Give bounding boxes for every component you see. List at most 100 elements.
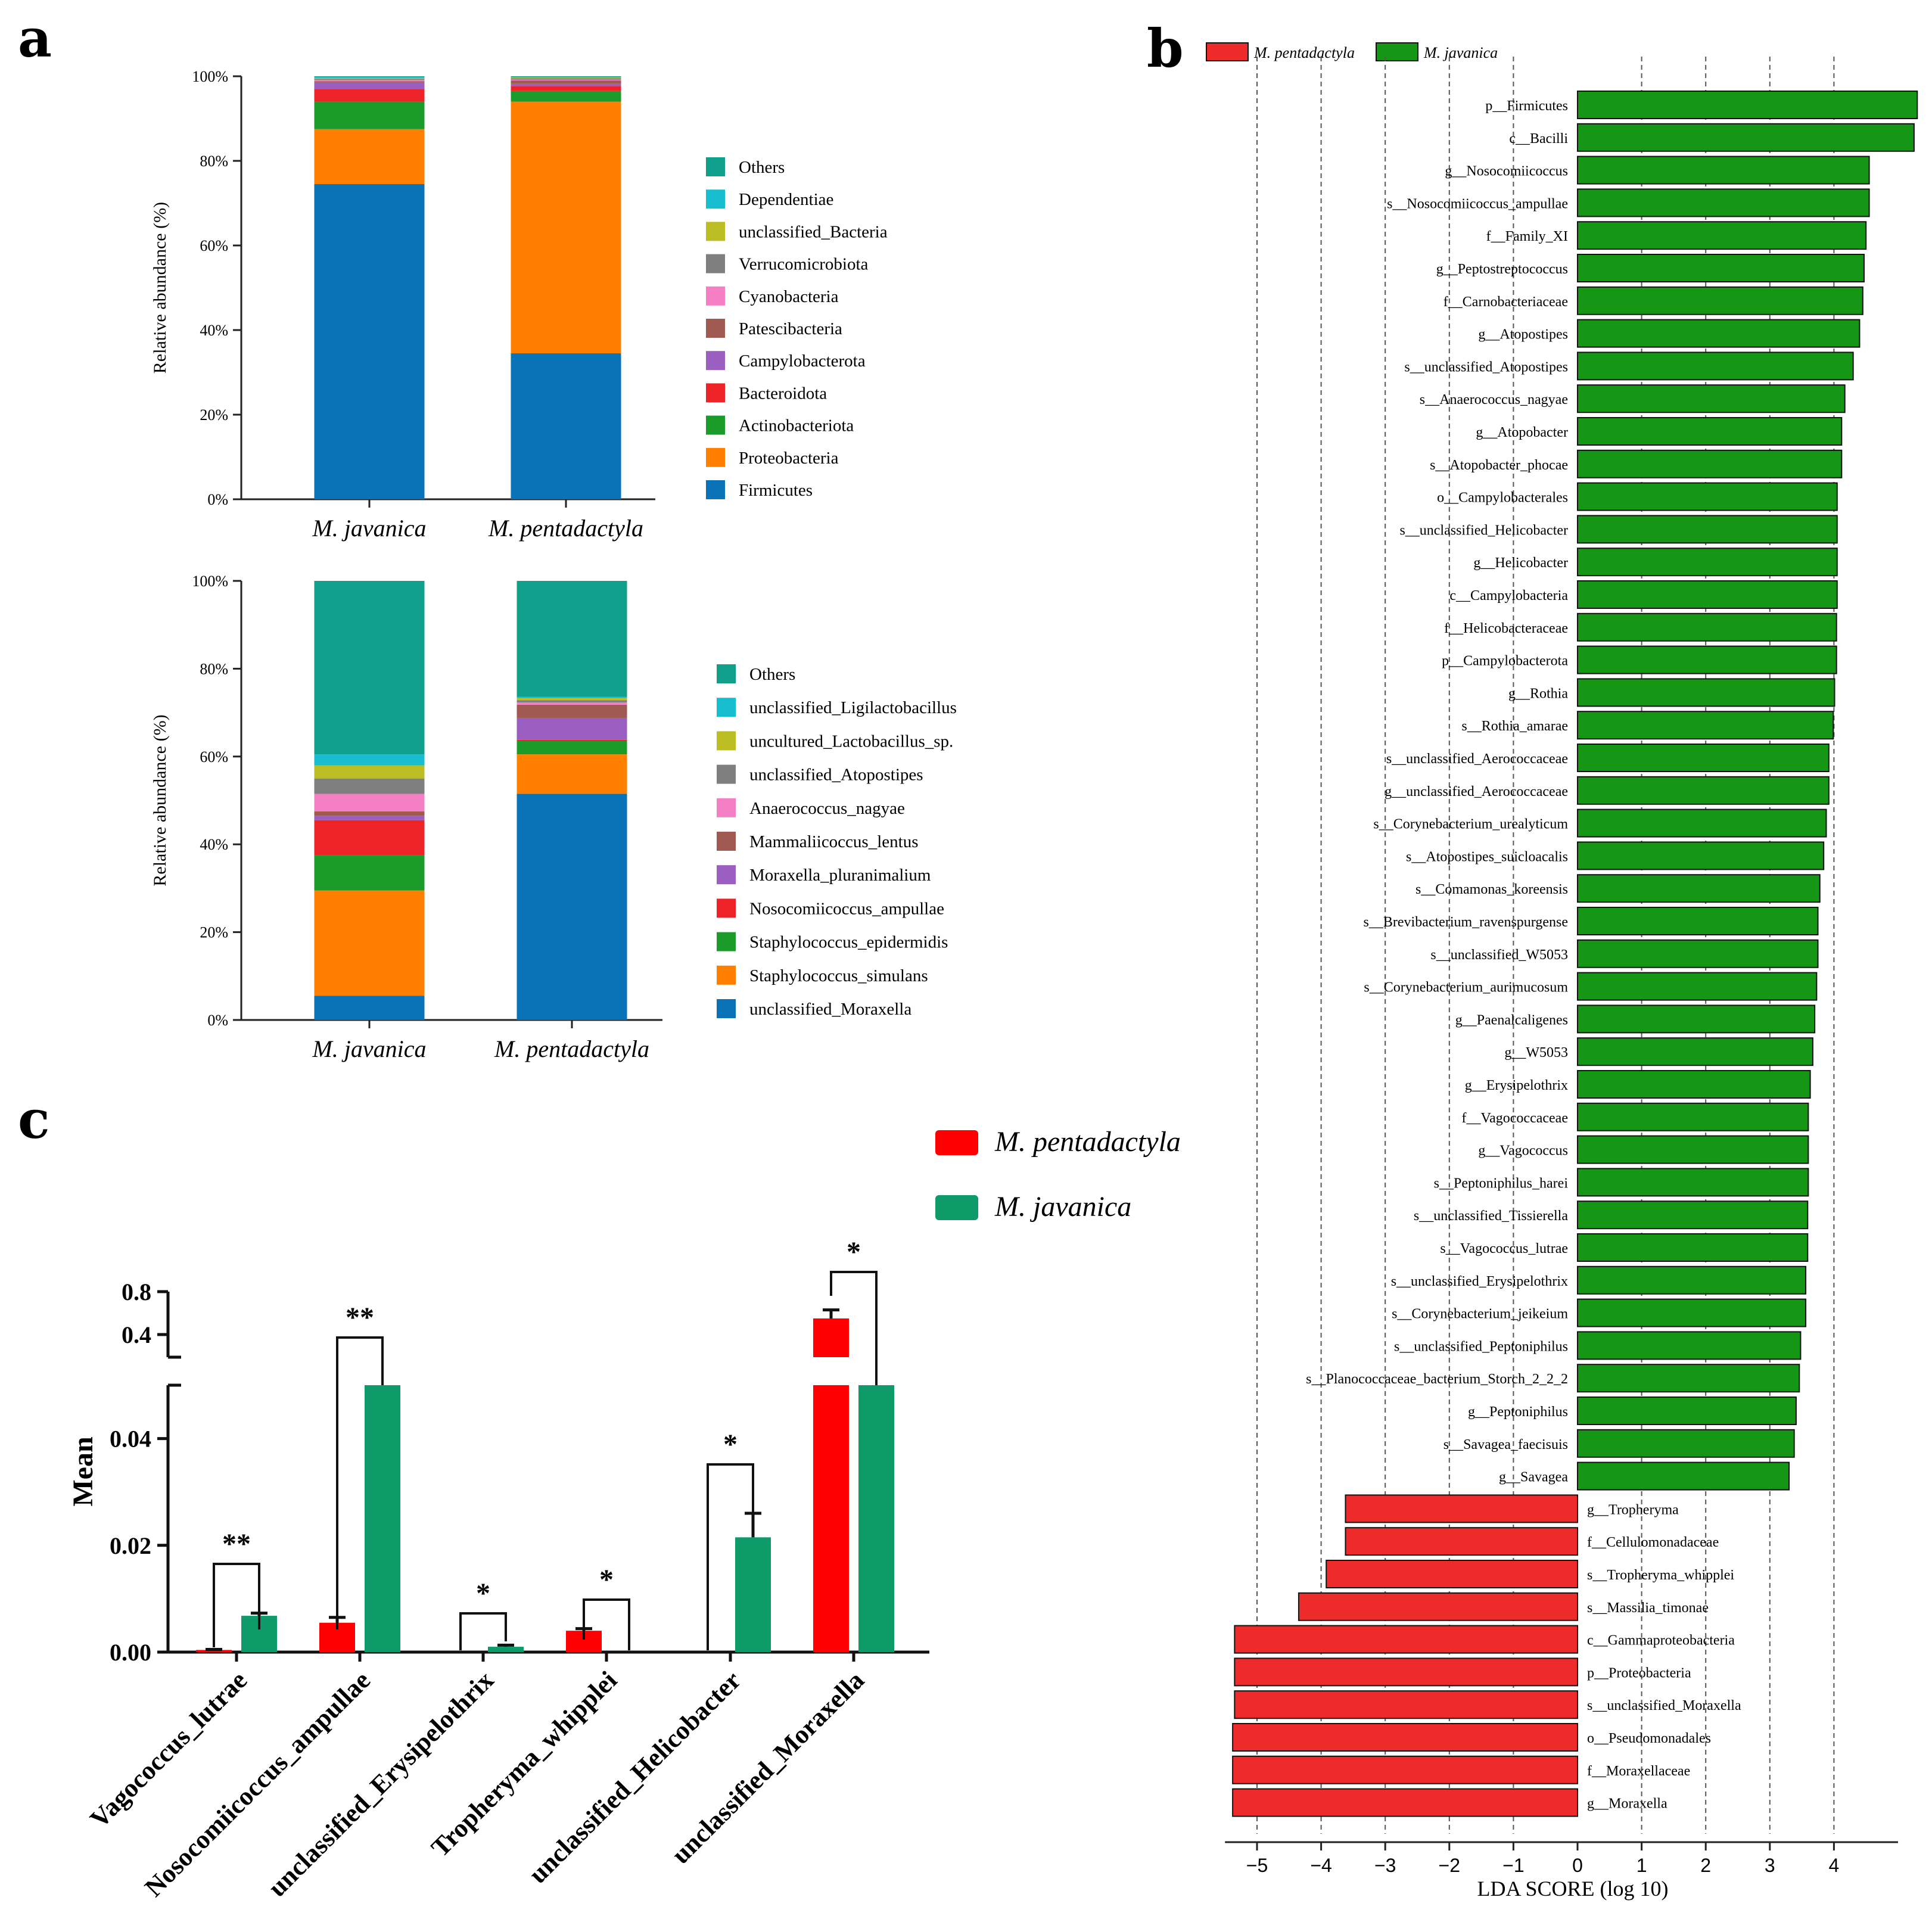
lda-bar-label: s__Rothia_amarae <box>1461 719 1568 734</box>
lda-bar <box>1577 645 1837 674</box>
y-tick-label: 0.8 <box>122 1279 151 1305</box>
lda-bar-label: p__Proteobacteria <box>1587 1665 1691 1681</box>
bar-segment-campylobacterota <box>511 83 621 86</box>
lda-bar <box>1577 1397 1797 1425</box>
y-tick-label: 0.4 <box>122 1321 151 1348</box>
bar-segment-proteobacteria <box>511 101 621 354</box>
bar-segment-unclassified-bacteria <box>511 77 621 79</box>
significance-bracket <box>830 1271 878 1385</box>
legend-label: Staphylococcus_simulans <box>749 966 928 985</box>
significance-marker: * <box>599 1564 614 1595</box>
legend-swatch <box>706 415 725 435</box>
lda-bar-label: s__Corynebacterium_urealyticum <box>1373 817 1568 832</box>
bar-segment-others <box>511 76 621 77</box>
x-tick-label: M. pentadactyla <box>494 1035 649 1062</box>
lda-bar <box>1232 1788 1579 1817</box>
lda-bar <box>1577 1200 1809 1230</box>
lda-bar-label: g__W5053 <box>1504 1045 1568 1060</box>
y-tick-label: 40% <box>200 322 228 339</box>
lda-bar <box>1577 1168 1809 1197</box>
legend-label: Others <box>739 158 785 177</box>
lda-bar-label: o__Pseudomonadales <box>1587 1731 1711 1746</box>
lda-bar <box>1577 1429 1795 1458</box>
bar-segment-cyanobacteria <box>314 80 425 82</box>
bar-javanica <box>735 1537 771 1652</box>
lda-bar-label: s__unclassified_Peptoniphilus <box>1394 1339 1568 1354</box>
bar-segment-bacteroidota <box>511 86 621 91</box>
y-tick-label: 80% <box>200 153 228 170</box>
lda-bar-label: g__unclassified_Aerococcaceae <box>1385 784 1568 800</box>
lda-bar-label: g__Atopobacter <box>1476 425 1568 440</box>
stacked-bar-chart-phylum: 0% 20% 40% 60% 80% 100% Relative abundance (%)… <box>150 68 888 542</box>
significance-bracket <box>336 1336 384 1629</box>
lda-bar <box>1577 1070 1811 1099</box>
lda-bar <box>1577 907 1819 935</box>
lda-bar <box>1577 1135 1809 1164</box>
bar-segment-verrucomicrobiota <box>511 78 621 80</box>
bar-segment-verrucomicrobiota <box>314 79 425 80</box>
lda-bar-label: s__Atopobacter_phocae <box>1430 458 1568 473</box>
significance-marker: * <box>847 1236 861 1268</box>
y-tick-label: 20% <box>200 924 228 941</box>
legend-label-pentadactyla: M. pentadactyla <box>1253 44 1355 61</box>
lda-bar <box>1577 286 1863 315</box>
panel-label-b: b <box>1147 17 1184 79</box>
bar-segment-others <box>314 76 425 77</box>
bar-segment-mammaliicoccus-lentus <box>517 704 627 718</box>
lda-bar <box>1577 449 1843 478</box>
x-tick-label: M. pentadactyla <box>488 515 643 542</box>
bar-segment-uncultured-lactobacillus-sp- <box>517 698 627 701</box>
legend-swatch-javanica <box>1376 42 1418 61</box>
lda-bar <box>1577 841 1825 870</box>
lda-bar <box>1232 1723 1579 1752</box>
lda-score-chart: M. pentadactyla M. javanica p__Firmicutesc… <box>1206 42 1918 1901</box>
bar-segment-bacteroidota <box>314 89 425 102</box>
legend-label: unclassified_Bacteria <box>739 222 888 241</box>
lda-bar-label: g__Vagococcus <box>1478 1143 1568 1159</box>
legend-swatch <box>706 286 725 306</box>
lda-bar-label: c__Gammaproteobacteria <box>1587 1633 1735 1649</box>
lda-bar <box>1577 1037 1813 1066</box>
lda-bar <box>1577 939 1819 968</box>
bar-segment-anaerococcus-nagyae <box>314 794 425 811</box>
lda-bar-label: s__unclassified_Helicobacter <box>1399 522 1568 538</box>
stacked-bar-chart-species: 0% 20% 40% 60% 80% 100% Relative abundance (%)… <box>150 573 957 1062</box>
y-tick-label: 40% <box>200 836 228 853</box>
bar-segment-unclassified-moraxella <box>314 996 425 1020</box>
lda-bar-label: s__Corynebacterium_aurimucosum <box>1364 980 1568 996</box>
legend-label: Actinobacteriota <box>739 416 854 436</box>
legend-swatch <box>717 898 736 918</box>
legend-swatch <box>717 965 736 985</box>
lda-bar-label: s__Peptoniphilus_harei <box>1434 1175 1569 1191</box>
lda-bar <box>1577 612 1837 642</box>
legend-swatch <box>706 351 725 371</box>
significance-marker: * <box>723 1429 738 1460</box>
y-tick-label: 0.04 <box>110 1426 151 1453</box>
lda-bar-label: s__unclassified_Moraxella <box>1587 1698 1741 1713</box>
lda-bar <box>1577 874 1821 903</box>
legend-label: uncultured_Lactobacillus_sp. <box>749 732 953 751</box>
x-tick-label: −3 <box>1374 1855 1396 1876</box>
lda-bar-label: c__Campylobacteria <box>1449 588 1568 604</box>
lda-bar <box>1577 1364 1800 1393</box>
legend-label: unclassified_Ligilactobacillus <box>749 698 957 717</box>
lda-bar-label: f__Vagococcaceae <box>1461 1111 1568 1126</box>
lda-bar <box>1577 1331 1802 1360</box>
bar-segment-campylobacterota <box>314 82 425 89</box>
legend-label-javanica: M. javanica <box>994 1191 1131 1223</box>
bar-segment-firmicutes <box>314 184 425 499</box>
lda-bar <box>1577 91 1918 119</box>
lda-bar <box>1577 678 1835 707</box>
lda-bar <box>1345 1527 1579 1556</box>
legend-label: Anaerococcus_nagyae <box>749 799 905 818</box>
lda-bar <box>1577 1298 1807 1327</box>
lda-bar <box>1577 1265 1807 1295</box>
bar-segment-staphylococcus-simulans <box>517 754 627 794</box>
x-tick-label: 3 <box>1765 1855 1775 1876</box>
lda-bar <box>1577 548 1838 577</box>
legend-label: Mammaliicoccus_lentus <box>749 832 919 851</box>
lda-bar <box>1234 1690 1579 1719</box>
legend-swatch <box>717 798 736 817</box>
lda-bar <box>1326 1560 1578 1588</box>
lda-bar-label: s__Tropheryma_whipplei <box>1587 1567 1734 1583</box>
